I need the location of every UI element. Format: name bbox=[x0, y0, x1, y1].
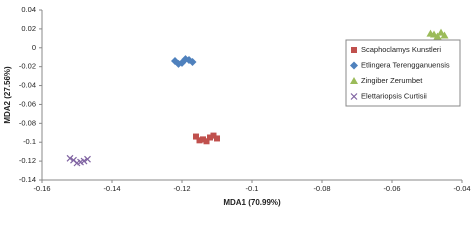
y-tick-label: 0 bbox=[32, 43, 36, 52]
y-tick-label: -0.02 bbox=[19, 62, 36, 71]
point bbox=[440, 31, 449, 39]
legend-label: Elettariopsis Curtisii bbox=[361, 91, 427, 100]
y-tick-label: -0.12 bbox=[19, 156, 36, 165]
x-tick-label: -0.04 bbox=[453, 184, 470, 193]
point bbox=[437, 28, 445, 36]
x-tick-label: -0.16 bbox=[33, 184, 50, 193]
chart: MDA1 (70.99%) MDA2 (27.56%) -0.14 -0.12 -0… bbox=[3, 5, 470, 207]
legend-marker bbox=[350, 61, 358, 70]
point bbox=[80, 157, 88, 165]
legend-label: Etlingera Terengganuensis bbox=[361, 60, 450, 69]
legend-marker bbox=[350, 93, 358, 100]
y-tick-label: -0.1 bbox=[23, 137, 36, 146]
point bbox=[84, 155, 91, 163]
point bbox=[200, 136, 206, 143]
x-tick-label: -0.14 bbox=[103, 184, 120, 193]
point bbox=[181, 55, 190, 64]
y-tick-label: 0.04 bbox=[21, 5, 36, 14]
legend-marker bbox=[350, 77, 358, 84]
legend-label: Zingiber Zerumbet bbox=[361, 76, 423, 85]
point bbox=[207, 134, 213, 141]
legend-marker bbox=[351, 47, 357, 53]
y-tick-label: 0.02 bbox=[21, 24, 36, 33]
x-tick-label: -0.06 bbox=[383, 184, 400, 193]
point bbox=[433, 32, 442, 40]
legend-box bbox=[345, 39, 461, 107]
point bbox=[210, 132, 217, 139]
x-tick-label: -0.12 bbox=[173, 184, 190, 193]
x-tick-label: -0.08 bbox=[313, 184, 330, 193]
y-axis-title: MDA2 (27.56%) bbox=[3, 66, 12, 124]
point bbox=[174, 59, 183, 68]
y-tick-label: -0.06 bbox=[19, 99, 36, 108]
point bbox=[426, 29, 435, 37]
x-axis-title: MDA1 (70.99%) bbox=[223, 198, 281, 207]
x-tick-label: -0.1 bbox=[246, 184, 259, 193]
point bbox=[188, 57, 197, 66]
y-tick-label: -0.04 bbox=[19, 81, 36, 90]
point bbox=[73, 159, 81, 167]
point bbox=[196, 137, 203, 144]
legend-label: Scaphoclamys Kunstleri bbox=[361, 45, 441, 54]
point bbox=[66, 154, 74, 162]
y-tick-label: -0.14 bbox=[19, 175, 36, 184]
point bbox=[214, 135, 220, 142]
y-tick-label: -0.08 bbox=[19, 118, 36, 127]
point bbox=[203, 138, 210, 145]
point bbox=[193, 133, 199, 140]
